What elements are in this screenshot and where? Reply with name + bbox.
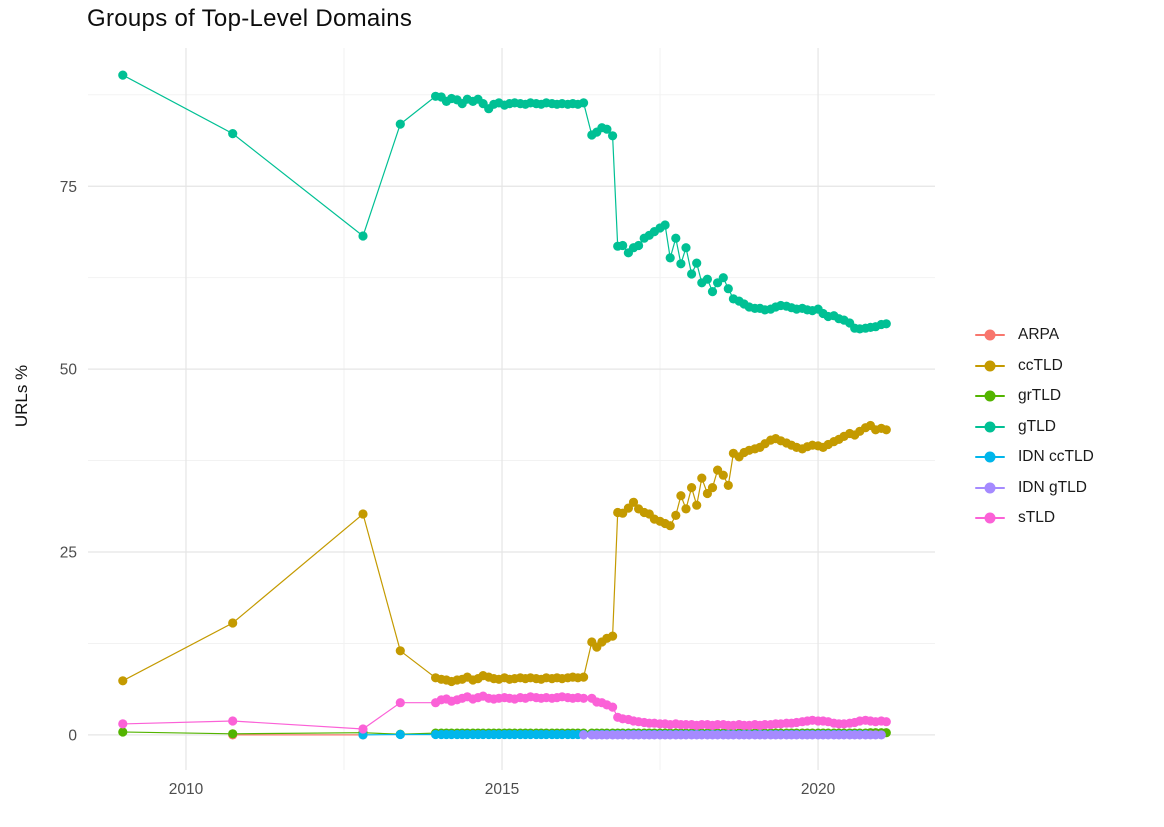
legend-key-icon [975, 388, 1005, 404]
legend-item-arpa: ARPA [975, 320, 1094, 351]
legend-label: sTLD [1018, 509, 1056, 527]
y-tick-label: 75 [60, 179, 77, 196]
legend-item-gtld: gTLD [975, 412, 1094, 443]
legend-label: gTLD [1018, 417, 1056, 435]
y-tick-label: 25 [60, 545, 77, 562]
series-points-idn-gtld [579, 730, 886, 740]
legend-item-stld: sTLD [975, 503, 1094, 534]
x-tick-label: 2020 [801, 781, 836, 798]
legend-item-cctld: ccTLD [975, 351, 1094, 382]
legend-label: ARPA [1018, 326, 1060, 344]
legend-item-grtld: grTLD [975, 381, 1094, 412]
gridlines-major [88, 48, 935, 770]
legend-label: grTLD [1018, 387, 1062, 405]
legend-key-icon [975, 510, 1005, 526]
legend-label: IDN ccTLD [1018, 448, 1094, 466]
chart-title: Groups of Top-Level Domains [87, 5, 413, 32]
legend-item-idn-cctld: IDN ccTLD [975, 442, 1094, 473]
legend-label: ccTLD [1018, 356, 1063, 374]
legend-item-idn-gtld: IDN gTLD [975, 473, 1094, 504]
y-tick-label: 50 [60, 362, 78, 379]
y-tick-label: 0 [68, 727, 77, 744]
x-tick-label: 2015 [485, 781, 519, 798]
axis-labels: 0 25 50 75 2010 2015 2020 [60, 179, 836, 798]
legend-key-icon [975, 358, 1005, 374]
series-points-gtld [118, 70, 891, 334]
legend: ARPA ccTLD grTLD gTLD IDN ccTLD IDN gTLD sTLD [975, 320, 1094, 534]
series-points-cctld [118, 420, 891, 687]
gridlines-minor [88, 48, 935, 770]
series-points-stld [118, 691, 891, 734]
x-tick-label: 2010 [169, 781, 204, 798]
legend-key-icon [975, 327, 1005, 343]
legend-key-icon [975, 419, 1005, 435]
legend-key-icon [975, 480, 1005, 496]
legend-key-icon [975, 449, 1005, 465]
legend-label: IDN gTLD [1018, 478, 1087, 496]
series-line-gtld [122, 74, 887, 330]
